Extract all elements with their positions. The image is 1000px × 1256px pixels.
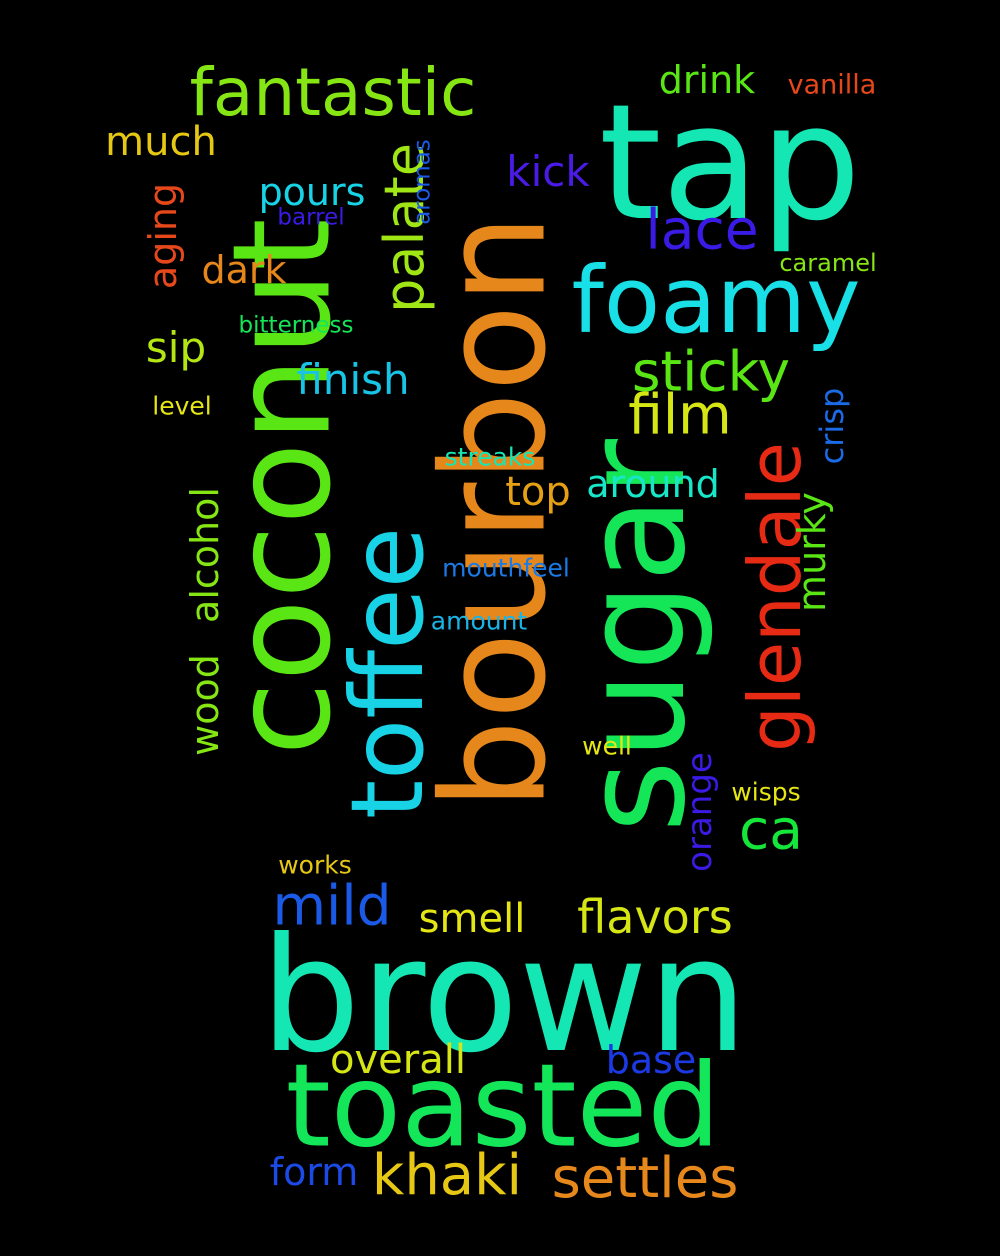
word-well: well [582,731,632,761]
word-orange: orange [680,752,720,872]
word-drink: drink [658,58,756,102]
word-mouthfeel: mouthfeel [442,553,570,583]
word-around: around [586,462,720,506]
word-dark: dark [201,248,287,292]
word-ca: ca [739,797,803,862]
word-barrel: barrel [277,204,345,231]
word-much: much [105,119,217,165]
word-crisp: crisp [813,387,851,465]
word-smell: smell [418,896,526,942]
word-mild: mild [272,873,392,938]
word-finish: finish [296,355,410,404]
word-khaki: khaki [371,1143,523,1208]
word-form: form [269,1150,359,1194]
word-lace: lace [645,197,759,262]
word-sticky: sticky [631,339,791,404]
word-streaks: streaks [444,442,536,472]
word-aromas: aromas [409,139,436,225]
word-amount: amount [430,606,528,636]
word-pours: pours [258,170,366,214]
word-base: base [605,1038,697,1082]
word-flavors: flavors [577,890,733,944]
word-works: works [278,850,352,880]
word-fantastic: fantastic [189,54,477,131]
word-film: film [628,382,732,447]
word-brown: brown [260,904,748,1088]
word-caramel: caramel [779,249,877,277]
word-sip: sip [145,323,207,372]
word-bitterness: bitterness [238,312,354,339]
word-wood: wood [183,654,227,756]
word-alcohol: alcohol [183,487,227,623]
word-toasted: toasted [285,1039,721,1174]
word-settles: settles [551,1146,739,1211]
word-overall: overall [330,1037,466,1083]
word-wisps: wisps [731,777,801,807]
word-top: top [505,469,571,515]
word-toffee: toffee [329,526,446,820]
word-foamy: foamy [571,247,861,354]
word-vanilla: vanilla [787,69,877,101]
word-level: level [152,391,212,421]
word-kick: kick [506,147,590,196]
word-aging: aging [141,182,185,290]
word-tap: tap [598,69,862,256]
word-murky: murky [790,492,834,612]
